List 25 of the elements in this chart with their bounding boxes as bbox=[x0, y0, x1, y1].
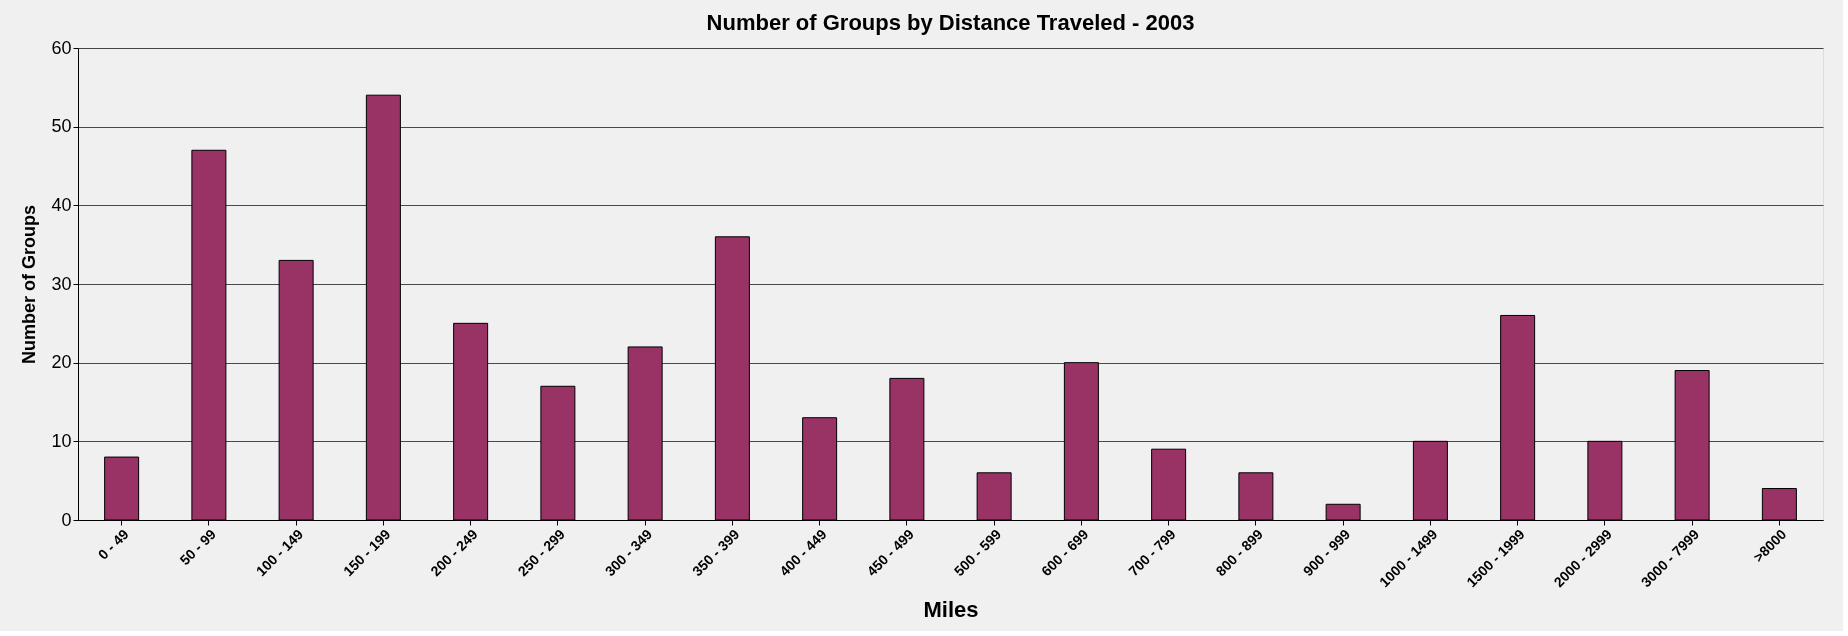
x-axis-title: Miles bbox=[923, 597, 979, 623]
x-tick-label: 0 - 49 bbox=[94, 525, 132, 563]
x-tick-label: 50 - 99 bbox=[176, 525, 219, 569]
x-tick-label: 800 - 899 bbox=[1212, 525, 1266, 580]
x-tick-label: 200 - 249 bbox=[427, 525, 481, 580]
x-tick-label: 150 - 199 bbox=[340, 525, 394, 580]
x-tick-label: 350 - 399 bbox=[689, 525, 743, 580]
y-tick-label: 50 bbox=[51, 116, 72, 137]
y-tick-label: 20 bbox=[51, 352, 72, 373]
y-tick-label: 40 bbox=[51, 194, 72, 215]
x-tick-label: 600 - 699 bbox=[1038, 525, 1092, 580]
x-tick-label: 250 - 299 bbox=[514, 525, 568, 580]
x-tick-label: 400 - 449 bbox=[776, 525, 830, 580]
y-tick-label: 10 bbox=[51, 430, 72, 451]
x-tick-label: 300 - 349 bbox=[601, 525, 656, 580]
x-tick-label: 500 - 599 bbox=[950, 525, 1005, 580]
x-tick-label: 450 - 499 bbox=[863, 525, 917, 580]
x-tick-label: 700 - 799 bbox=[1125, 525, 1179, 580]
x-tick-label: 100 - 149 bbox=[252, 525, 307, 580]
y-axis-title: Number of Groups bbox=[19, 204, 40, 365]
y-tick-label: 0 bbox=[61, 509, 72, 530]
chart-title: Number of Groups by Distance Traveled - 2003 bbox=[706, 10, 1195, 35]
y-tick-label: 60 bbox=[51, 37, 72, 58]
y-tick-label: 30 bbox=[51, 273, 72, 294]
x-tick-label: 900 - 999 bbox=[1299, 525, 1354, 580]
